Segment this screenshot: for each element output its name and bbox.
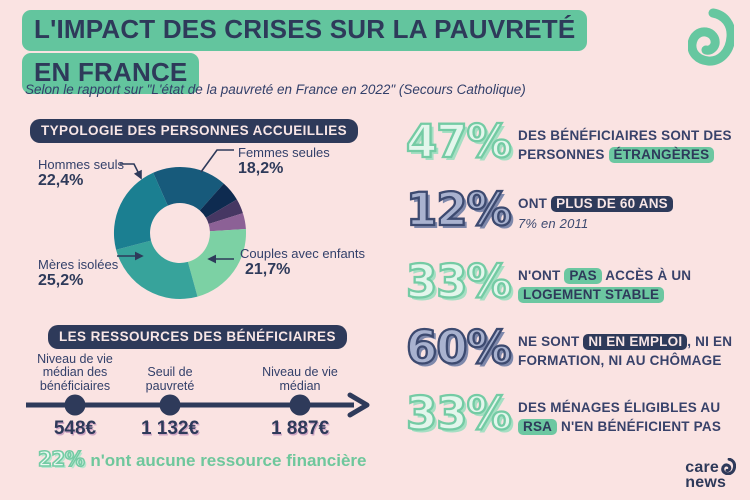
- stat-text: DES BÉNÉFICIAIRES SONT DES PERSONNES ÉTR…: [518, 128, 732, 163]
- scale-label-2: Seuil de pauvreté: [145, 365, 195, 393]
- highlight-pill: NI EN EMPLOI: [583, 334, 688, 350]
- donut-label-text: Couples avec enfants: [240, 246, 366, 261]
- donut-label-pct: 21,7%: [245, 261, 291, 278]
- stat-row-1: 47% DES BÉNÉFICIAIRES SONT DES PERSONNES …: [405, 115, 750, 168]
- scale-value-2: 1 132€: [140, 418, 200, 439]
- donut-segment-autre: [208, 213, 246, 232]
- footnote-number: 22%: [37, 446, 85, 472]
- stat-number: 12%: [405, 183, 513, 236]
- stat-number: 33%: [405, 255, 513, 308]
- footnote-text: n'ont aucune ressource financière: [90, 451, 367, 470]
- stat-text: N'ONT PAS ACCÈS À UN LOGEMENT STABLE: [518, 268, 692, 303]
- scale-dot-2: [159, 394, 181, 416]
- stat-number: 33%: [405, 387, 513, 440]
- stat-text: NE SONT NI EN EMPLOI, NI EN FORMATION, N…: [518, 334, 733, 368]
- stat-row-3: 33% N'ONT PAS ACCÈS À UN LOGEMENT STABLE: [405, 255, 750, 308]
- stat-row-5: 33% DES MÉNAGES ÉLIGIBLES AU RSA N'EN BÉN…: [405, 387, 750, 440]
- section-title-ressources: LES RESSOURCES DES BÉNÉFICIAIRES: [48, 325, 347, 349]
- stat-number: 47%: [405, 115, 513, 168]
- donut-segment-femmes-seules: [153, 166, 224, 211]
- scale-value-1: 548€: [53, 418, 97, 439]
- stat-number: 60%: [405, 321, 513, 374]
- donut-label-couples: Couples avec enfants 21,7%: [240, 246, 385, 278]
- donut-label-femmes-seules: Femmes seules 18,2%: [238, 145, 368, 177]
- axis-arrowhead: [347, 392, 370, 418]
- leader-femmes-seules: [200, 149, 234, 173]
- stat-subtext: 7% en 2011: [518, 215, 589, 231]
- subtitle: Selon le rapport sur "L'état de la pauvr…: [25, 82, 526, 97]
- stat-row-4: 60% NE SONT NI EN EMPLOI, NI EN FORMATION…: [405, 321, 750, 374]
- donut-label-pct: 18,2%: [238, 160, 284, 177]
- page-title-line1: L'IMPACT DES CRISES SUR LA PAUVRETÉ: [22, 10, 588, 51]
- donut-label-text: Mères isolées: [38, 257, 119, 272]
- carenews-logo: care news: [685, 458, 736, 491]
- highlight-pill: RSA: [518, 418, 558, 435]
- highlight-pill: PLUS DE 60 ANS: [551, 196, 673, 212]
- highlight-pill: LOGEMENT STABLE: [518, 286, 665, 303]
- scale-label-1: Niveau de vie médian des bénéficiaires: [37, 351, 113, 393]
- leader-hommes-seuls: [120, 163, 142, 180]
- highlight-pill: ÉTRANGÈRES: [608, 146, 715, 163]
- page-title: L'IMPACT DES CRISES SUR LA PAUVRETÉ EN F…: [22, 10, 588, 96]
- scale-value-3: 1 887€: [270, 418, 330, 439]
- scale-dot-1: [64, 394, 86, 416]
- donut-label-pct: 22,4%: [38, 172, 84, 189]
- stat-row-2: 12% ONT PLUS DE 60 ANS 7% en 2011: [405, 183, 750, 236]
- carenews-logo-icon-small: [721, 458, 736, 475]
- stat-text: DES MÉNAGES ÉLIGIBLES AU RSA N'EN BÉNÉFI…: [518, 400, 722, 435]
- donut-leader-lines: [117, 149, 234, 264]
- donut-label-meres-isolees: Mères isolées 25,2%: [38, 257, 168, 289]
- donut-chart: [113, 149, 247, 299]
- donut-label-pct: 25,2%: [38, 272, 84, 289]
- resources-footnote: 22% n'ont aucune ressource financière: [37, 446, 367, 472]
- stat-text: ONT PLUS DE 60 ANS 7% en 2011: [518, 190, 750, 233]
- page-title-line2: EN FRANCE: [22, 53, 200, 94]
- brand-line1: care: [685, 459, 719, 476]
- donut-segment-autre: [199, 183, 237, 218]
- scale-label-3: Niveau de vie médian: [262, 365, 338, 393]
- section-title-typologie: TYPOLOGIE DES PERSONNES ACCUEILLIES: [30, 119, 359, 143]
- brand-line2: news: [685, 474, 727, 491]
- donut-label-text: Femmes seules: [238, 145, 330, 160]
- donut-label-text: Hommes seuls: [38, 157, 124, 172]
- donut-segment-autre: [205, 199, 243, 224]
- donut-segment-hommes-seuls: [113, 172, 168, 250]
- resources-scale-axis: [26, 392, 370, 418]
- carenews-logo-icon: [688, 8, 734, 66]
- donut-label-hommes-seuls: Hommes seuls 22,4%: [38, 157, 168, 189]
- highlight-pill: PAS: [564, 268, 602, 284]
- donut-segment-couples-avec-enfants: [187, 229, 247, 297]
- scale-dot-3: [289, 394, 311, 416]
